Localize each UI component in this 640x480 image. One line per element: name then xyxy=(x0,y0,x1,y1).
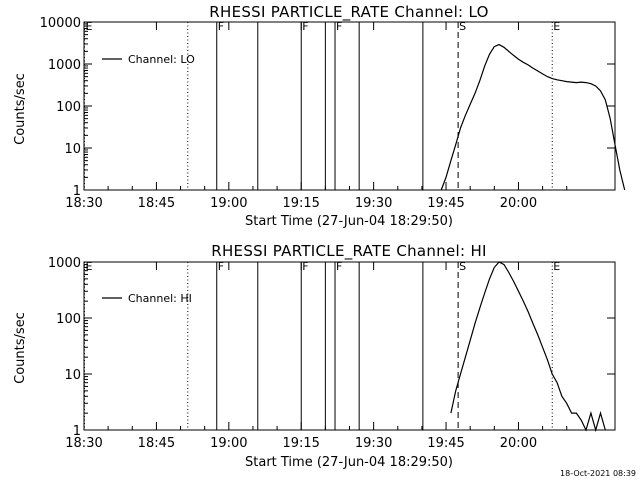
lo-marker-label-0: E xyxy=(85,20,92,33)
hi-y-tick-label-3: 1000 xyxy=(48,256,81,271)
hi-channel-panel: RHESSI PARTICLE_RATE Channel: HI Counts/… xyxy=(13,242,616,470)
hi-chart-title: RHESSI PARTICLE_RATE Channel: HI xyxy=(211,242,487,261)
lo-x-tick-label-2: 19:00 xyxy=(210,196,247,211)
lo-y-tick-label-3: 1000 xyxy=(48,58,81,73)
lo-x-tick-label-4: 19:30 xyxy=(355,196,392,211)
hi-marker-label-6: F xyxy=(336,260,342,273)
lo-marker-label-6: F xyxy=(336,20,342,33)
lo-y-tick-label-2: 100 xyxy=(56,100,81,115)
hi-marker-label-2: F xyxy=(218,260,224,273)
hi-y-tick-label-0: 1 xyxy=(73,424,81,439)
hi-marker-label-9: S xyxy=(459,260,466,273)
hi-y-axis-label: Counts/sec xyxy=(13,312,28,384)
lo-marker-label-4: F xyxy=(302,20,308,33)
lo-axis-ticks: 18:30 18:45 19:00 19:15 19:30 19:45 20:00 1 10 10… xyxy=(40,16,616,211)
generation-timestamp: 18-Oct-2021 08:39 xyxy=(560,469,636,478)
lo-x-tick-label-5: 19:45 xyxy=(427,196,464,211)
hi-plot-frame xyxy=(83,261,616,431)
lo-channel-panel: RHESSI PARTICLE_RATE Channel: LO Counts/… xyxy=(13,3,626,229)
lo-legend: Channel: LO xyxy=(102,53,195,66)
lo-marker-label-2: F xyxy=(218,20,224,33)
lo-marker-label-10: E xyxy=(553,20,560,33)
hi-axis-ticks: 18:30 18:45 19:00 19:15 19:30 19:45 20:00 1 10 10… xyxy=(48,256,616,451)
lo-series-line xyxy=(440,43,626,191)
lo-marker-label-9: S xyxy=(459,20,466,33)
hi-y-tick-label-1: 10 xyxy=(64,368,81,383)
hi-x-tick-label-0: 18:30 xyxy=(65,436,102,451)
lo-plot-frame xyxy=(83,21,616,191)
lo-y-tick-label-0: 1 xyxy=(73,184,81,199)
hi-x-axis-label: Start Time (27-Jun-04 18:29:50) xyxy=(245,455,453,470)
hi-x-tick-label-1: 18:45 xyxy=(138,436,175,451)
lo-x-tick-label-1: 18:45 xyxy=(138,196,175,211)
hi-series-line xyxy=(450,261,606,433)
lo-chart-title: RHESSI PARTICLE_RATE Channel: LO xyxy=(209,3,488,22)
hi-legend: Channel: HI xyxy=(102,292,192,305)
lo-x-tick-label-3: 19:15 xyxy=(282,196,319,211)
lo-y-axis-label: Counts/sec xyxy=(13,73,28,145)
hi-x-tick-label-2: 19:00 xyxy=(210,436,247,451)
hi-x-tick-label-4: 19:30 xyxy=(355,436,392,451)
lo-legend-label: Channel: LO xyxy=(128,53,195,66)
hi-legend-label: Channel: HI xyxy=(128,292,192,305)
hi-x-tick-label-3: 19:15 xyxy=(282,436,319,451)
hi-x-tick-label-6: 20:00 xyxy=(500,436,537,451)
hi-x-tick-label-5: 19:45 xyxy=(427,436,464,451)
hi-marker-label-0: E xyxy=(85,260,92,273)
lo-y-tick-label-4: 10000 xyxy=(40,16,81,31)
lo-x-tick-label-6: 20:00 xyxy=(500,196,537,211)
hi-marker-label-4: F xyxy=(302,260,308,273)
lo-y-tick-label-1: 10 xyxy=(64,142,81,157)
lo-x-axis-label: Start Time (27-Jun-04 18:29:50) xyxy=(245,214,453,229)
hi-y-tick-label-2: 100 xyxy=(56,312,81,327)
lo-x-tick-label-0: 18:30 xyxy=(65,196,102,211)
hi-marker-label-10: E xyxy=(553,260,560,273)
